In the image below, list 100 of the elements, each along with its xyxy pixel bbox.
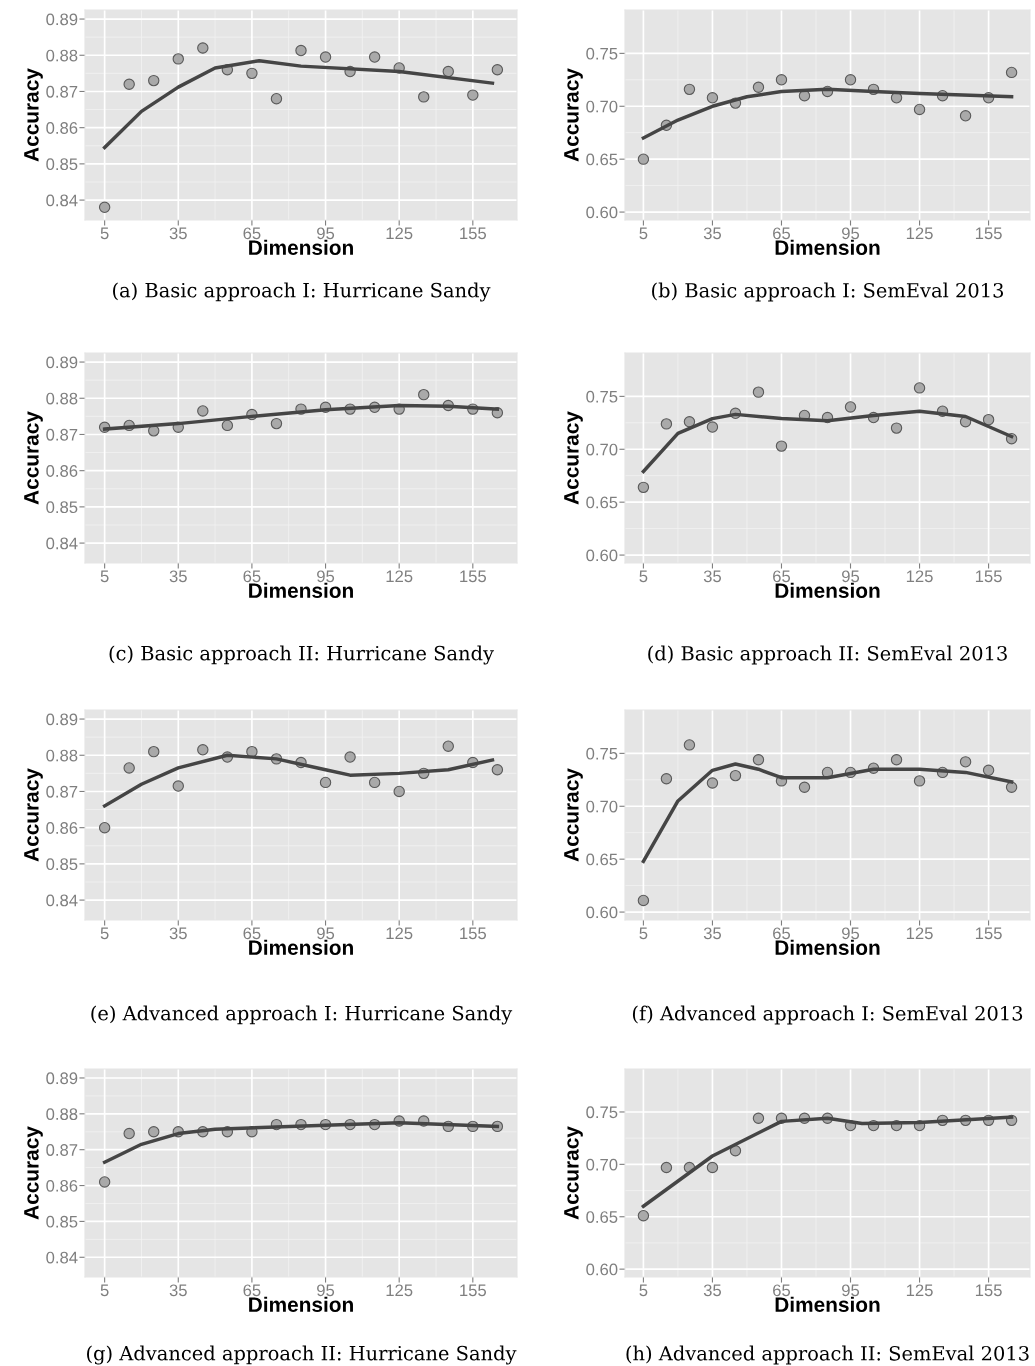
y-tick-label: 0.75 <box>586 1106 618 1119</box>
y-axis-title: Accuracy <box>24 68 43 162</box>
x-tick-label: 155 <box>975 570 1002 583</box>
y-axis-title: Accuracy <box>24 1126 43 1220</box>
x-axis-title: Dimension <box>249 582 353 599</box>
x-axis-title: Dimension <box>249 1296 353 1313</box>
y-tick-label: 0.70 <box>586 100 618 113</box>
x-axis-title: Dimension <box>775 1296 880 1313</box>
text: (g) Advanced approach II: Hurricane Sandy <box>87 1345 517 1365</box>
y-tick-label: 0.65 <box>586 496 618 509</box>
x-tick-label: 35 <box>703 1284 722 1297</box>
y-tick-label: 0.60 <box>586 906 618 919</box>
y-tick-label: 0.88 <box>46 392 78 405</box>
x-tick-label: 35 <box>169 227 187 240</box>
x-tick-label: 155 <box>975 927 1002 940</box>
y-tick-label: 0.60 <box>586 549 618 562</box>
x-tick-label: 5 <box>100 570 109 583</box>
y-axis-title: Accuracy <box>564 1126 583 1220</box>
text: (a) Basic approach I: Hurricane Sandy <box>113 282 491 302</box>
x-tick-label: 125 <box>906 227 933 240</box>
x-tick-label: 65 <box>243 570 261 583</box>
x-tick-label: 95 <box>842 1284 860 1297</box>
x-axis-title: Dimension <box>775 239 880 256</box>
x-tick-label: 5 <box>639 227 648 240</box>
x-tick-label: 125 <box>906 570 933 583</box>
y-tick-label: 0.84 <box>46 1251 78 1264</box>
y-tick-label: 0.89 <box>46 713 78 726</box>
y-tick-label: 0.65 <box>586 1211 618 1223</box>
y-tick-label: 0.85 <box>46 1215 78 1228</box>
x-tick-label: 5 <box>639 1284 648 1297</box>
y-tick-label: 0.65 <box>586 853 618 866</box>
x-tick-label: 95 <box>317 927 335 940</box>
x-tick-label: 35 <box>703 570 722 583</box>
y-tick-label: 0.70 <box>586 1158 618 1171</box>
text: (c) Basic approach II: Hurricane Sandy <box>109 645 494 665</box>
text: (b) Basic approach I: SemEval 2013 <box>652 282 1004 302</box>
x-tick-label: 35 <box>169 1284 187 1297</box>
y-tick-label: 0.70 <box>586 800 618 813</box>
y-axis-title: Accuracy <box>24 768 43 862</box>
y-tick-label: 0.88 <box>46 749 78 762</box>
y-tick-label: 0.87 <box>46 85 78 98</box>
text: (f) Advanced approach I: SemEval 2013 <box>632 1005 1023 1025</box>
x-tick-label: 95 <box>317 1284 335 1297</box>
x-tick-label: 125 <box>386 1284 413 1297</box>
x-tick-label: 125 <box>906 927 933 940</box>
y-tick-label: 0.84 <box>46 894 78 907</box>
y-tick-label: 0.87 <box>46 1144 78 1156</box>
y-axis-title: Accuracy <box>24 411 43 505</box>
x-tick-label: 95 <box>842 227 860 240</box>
x-tick-label: 35 <box>169 927 187 940</box>
x-tick-label: 65 <box>243 227 261 240</box>
x-tick-label: 35 <box>703 927 722 940</box>
y-tick-label: 0.86 <box>46 122 78 134</box>
y-tick-label: 0.60 <box>586 1263 618 1276</box>
x-tick-label: 65 <box>773 927 791 940</box>
x-axis-title: Dimension <box>775 939 880 956</box>
y-axis-title: Accuracy <box>564 68 583 162</box>
y-tick-label: 0.86 <box>46 822 78 834</box>
x-tick-label: 155 <box>460 227 487 240</box>
y-tick-label: 0.84 <box>46 194 78 207</box>
x-tick-label: 65 <box>773 1284 791 1297</box>
x-tick-label: 155 <box>460 570 487 583</box>
y-tick-label: 0.60 <box>586 206 618 219</box>
x-tick-label: 95 <box>842 927 860 940</box>
y-tick-label: 0.88 <box>46 1108 78 1121</box>
x-tick-label: 155 <box>975 227 1002 240</box>
x-tick-label: 5 <box>100 927 109 940</box>
x-tick-label: 65 <box>243 1284 261 1297</box>
x-tick-label: 155 <box>460 927 487 940</box>
x-tick-label: 125 <box>386 227 413 240</box>
x-axis-title: Dimension <box>249 239 353 256</box>
x-tick-label: 95 <box>317 570 335 583</box>
text: (e) Advanced approach I: Hurricane Sandy <box>91 1005 513 1025</box>
x-tick-label: 95 <box>317 227 335 240</box>
y-axis-title: Accuracy <box>564 768 583 862</box>
x-tick-label: 65 <box>773 227 791 240</box>
y-tick-label: 0.88 <box>46 49 78 62</box>
y-tick-label: 0.65 <box>586 153 618 166</box>
y-tick-label: 0.89 <box>46 1072 78 1085</box>
x-tick-label: 125 <box>906 1284 933 1297</box>
y-tick-label: 0.70 <box>586 443 618 456</box>
y-tick-label: 0.89 <box>46 13 78 26</box>
y-tick-label: 0.85 <box>46 858 78 871</box>
y-tick-label: 0.75 <box>586 390 618 403</box>
y-tick-label: 0.85 <box>46 158 78 171</box>
x-axis-title: Dimension <box>249 939 353 956</box>
y-tick-label: 0.85 <box>46 501 78 514</box>
x-tick-label: 35 <box>169 570 187 583</box>
x-tick-label: 155 <box>975 1284 1002 1297</box>
y-tick-label: 0.86 <box>46 1179 78 1192</box>
y-tick-label: 0.75 <box>586 747 618 760</box>
y-tick-label: 0.75 <box>586 47 618 60</box>
y-tick-label: 0.87 <box>46 428 78 441</box>
x-tick-label: 5 <box>639 927 648 940</box>
y-tick-label: 0.86 <box>46 465 78 477</box>
x-tick-label: 35 <box>703 227 722 240</box>
x-tick-label: 65 <box>773 570 791 583</box>
x-tick-label: 95 <box>842 570 860 583</box>
x-tick-label: 5 <box>100 227 109 240</box>
y-tick-label: 0.87 <box>46 785 78 798</box>
